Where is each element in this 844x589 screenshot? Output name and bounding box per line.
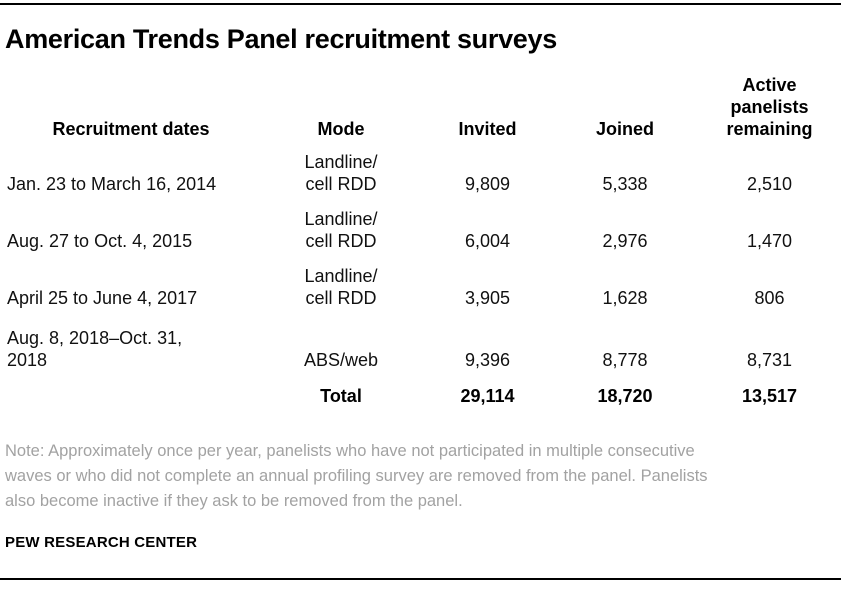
cell-total-active: 13,517 bbox=[741, 386, 798, 406]
cell-mode: Landline/ cell RDD bbox=[262, 144, 420, 201]
cell-active: 8,731 bbox=[746, 350, 793, 370]
cell-active: 806 bbox=[754, 288, 785, 308]
cell-joined: 8,778 bbox=[602, 350, 648, 370]
cell-total-joined: 18,720 bbox=[597, 386, 653, 406]
dates-text: Jan. 23 to March 16, 2014 bbox=[7, 174, 217, 194]
cell-mode: ABS/web bbox=[262, 315, 420, 377]
table-row: Aug. 8, 2018–Oct. 31, 2018 ABS/web 9,396… bbox=[0, 315, 844, 377]
table-total-row: Total 29,114 18,720 13,517 bbox=[0, 377, 844, 417]
cell-active: 2,510 bbox=[746, 174, 793, 194]
bottom-rule bbox=[0, 578, 841, 580]
recruitment-table: Recruitment dates Mode Invited Joined Ac… bbox=[0, 64, 844, 417]
dates-text: Aug. 27 to Oct. 4, 2015 bbox=[7, 231, 193, 251]
table-header-row: Recruitment dates Mode Invited Joined Ac… bbox=[0, 64, 844, 144]
header-invited: Invited bbox=[458, 119, 517, 139]
mode-text: ABS/web bbox=[303, 350, 379, 370]
cell-total-spacer bbox=[0, 377, 262, 417]
cell-invited: 9,396 bbox=[464, 350, 511, 370]
cell-total-invited: 29,114 bbox=[460, 386, 515, 406]
header-mode: Mode bbox=[317, 119, 365, 139]
mode-text: Landline/ cell RDD bbox=[304, 209, 378, 251]
cell-invited: 6,004 bbox=[464, 231, 511, 251]
mode-text: Landline/ cell RDD bbox=[304, 152, 378, 194]
page-title: American Trends Panel recruitment survey… bbox=[5, 24, 557, 54]
header-joined: Joined bbox=[595, 119, 654, 139]
header-active-panelists: Active panelists remaining bbox=[695, 64, 844, 144]
dates-text: Aug. 8, 2018–Oct. 31, 2018 bbox=[7, 328, 183, 370]
cell-mode: Landline/ cell RDD bbox=[262, 258, 420, 315]
cell-joined: 1,628 bbox=[602, 288, 648, 308]
table-row: Aug. 27 to Oct. 4, 2015 Landline/ cell R… bbox=[0, 201, 844, 258]
cell-dates: Jan. 23 to March 16, 2014 bbox=[0, 144, 262, 201]
cell-active: 1,470 bbox=[746, 231, 793, 251]
top-rule bbox=[0, 3, 841, 5]
footnote: Note: Approximately once per year, panel… bbox=[5, 442, 708, 510]
cell-mode: Landline/ cell RDD bbox=[262, 201, 420, 258]
cell-joined: 5,338 bbox=[602, 174, 648, 194]
cell-invited: 3,905 bbox=[464, 288, 511, 308]
header-recruitment-dates: Recruitment dates bbox=[52, 119, 210, 139]
header-active-panelists-label: Active panelists remaining bbox=[726, 75, 813, 139]
dates-text: April 25 to June 4, 2017 bbox=[7, 288, 198, 308]
table-row: April 25 to June 4, 2017 Landline/ cell … bbox=[0, 258, 844, 315]
cell-total-label: Total bbox=[320, 386, 362, 406]
cell-dates: April 25 to June 4, 2017 bbox=[0, 258, 262, 315]
mode-text: Landline/ cell RDD bbox=[304, 266, 378, 308]
cell-invited: 9,809 bbox=[464, 174, 511, 194]
cell-dates: Aug. 27 to Oct. 4, 2015 bbox=[0, 201, 262, 258]
source-attribution: PEW RESEARCH CENTER bbox=[5, 534, 198, 551]
cell-joined: 2,976 bbox=[602, 231, 648, 251]
table-row: Jan. 23 to March 16, 2014 Landline/ cell… bbox=[0, 144, 844, 201]
cell-dates: Aug. 8, 2018–Oct. 31, 2018 bbox=[0, 315, 262, 377]
